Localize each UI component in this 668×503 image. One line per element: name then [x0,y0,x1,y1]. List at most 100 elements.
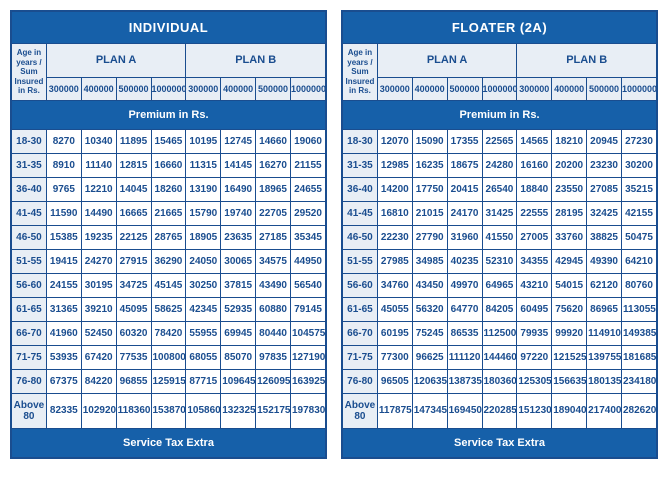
data-cell: 54015 [552,273,587,297]
data-cell: 64210 [622,249,657,273]
data-cell: 44950 [291,249,326,273]
data-cell: 56320 [412,297,447,321]
data-cell: 18905 [186,225,221,249]
data-cell: 14200 [377,177,412,201]
data-cell: 147345 [412,393,447,428]
data-cell: 27185 [256,225,291,249]
age-cell: 46-50 [343,225,378,249]
data-cell: 17750 [412,177,447,201]
data-cell: 16270 [256,153,291,177]
data-cell: 19235 [81,225,116,249]
data-cell: 40235 [447,249,482,273]
data-cell: 217400 [587,393,622,428]
data-cell: 11315 [186,153,221,177]
data-cell: 13190 [186,177,221,201]
amount-header: 500000 [447,77,482,100]
data-cell: 12745 [221,129,256,153]
data-cell: 37815 [221,273,256,297]
age-cell: 41-45 [12,201,47,225]
data-cell: 77300 [377,345,412,369]
data-cell: 169450 [447,393,482,428]
data-cell: 15790 [186,201,221,225]
data-cell: 15465 [151,129,186,153]
data-cell: 96625 [412,345,447,369]
data-cell: 28195 [552,201,587,225]
data-cell: 18210 [552,129,587,153]
data-cell: 27005 [517,225,552,249]
data-cell: 52450 [81,321,116,345]
data-cell: 197830 [291,393,326,428]
amount-header: 500000 [256,77,291,100]
table-title: FLOATER (2A) [343,12,657,44]
data-cell: 180135 [587,369,622,393]
data-cell: 99920 [552,321,587,345]
data-cell: 84220 [81,369,116,393]
data-cell: 34760 [377,273,412,297]
data-cell: 45095 [116,297,151,321]
data-cell: 16810 [377,201,412,225]
data-cell: 43450 [412,273,447,297]
data-cell: 27790 [412,225,447,249]
data-cell: 144460 [482,345,517,369]
age-header: Age in years / Sum Insured in Rs. [343,44,378,101]
age-cell: 31-35 [343,153,378,177]
data-cell: 36290 [151,249,186,273]
data-cell: 24280 [482,153,517,177]
premium-label: Premium in Rs. [12,100,326,129]
data-cell: 220285 [482,393,517,428]
data-cell: 31425 [482,201,517,225]
data-cell: 31365 [46,297,81,321]
data-cell: 38825 [587,225,622,249]
data-cell: 33760 [552,225,587,249]
data-cell: 126095 [256,369,291,393]
data-cell: 11140 [81,153,116,177]
data-cell: 120635 [412,369,447,393]
data-cell: 60880 [256,297,291,321]
data-cell: 18675 [447,153,482,177]
data-cell: 152175 [256,393,291,428]
data-cell: 78420 [151,321,186,345]
data-cell: 111120 [447,345,482,369]
data-cell: 27230 [622,129,657,153]
amount-header: 1000000 [482,77,517,100]
data-cell: 109645 [221,369,256,393]
amount-header: 400000 [552,77,587,100]
data-cell: 127190 [291,345,326,369]
data-cell: 16660 [151,153,186,177]
data-cell: 14045 [116,177,151,201]
data-cell: 22230 [377,225,412,249]
data-cell: 18965 [256,177,291,201]
data-cell: 113055 [622,297,657,321]
data-cell: 82335 [46,393,81,428]
data-cell: 67420 [81,345,116,369]
data-cell: 41960 [46,321,81,345]
data-cell: 22565 [482,129,517,153]
amount-header: 400000 [81,77,116,100]
data-cell: 105860 [186,393,221,428]
data-cell: 52935 [221,297,256,321]
age-cell: 76-80 [343,369,378,393]
data-cell: 75620 [552,297,587,321]
data-cell: 53935 [46,345,81,369]
data-cell: 20415 [447,177,482,201]
data-cell: 97835 [256,345,291,369]
data-cell: 17355 [447,129,482,153]
age-cell: 51-55 [12,249,47,273]
data-cell: 8910 [46,153,81,177]
data-cell: 80440 [256,321,291,345]
plan-a-header: PLAN A [377,44,517,78]
age-cell: 18-30 [343,129,378,153]
data-cell: 9765 [46,177,81,201]
data-cell: 84205 [482,297,517,321]
data-cell: 118360 [116,393,151,428]
data-cell: 19740 [221,201,256,225]
data-cell: 153870 [151,393,186,428]
data-cell: 12815 [116,153,151,177]
data-cell: 69945 [221,321,256,345]
data-cell: 19415 [46,249,81,273]
data-cell: 30200 [622,153,657,177]
data-cell: 27985 [377,249,412,273]
data-cell: 23635 [221,225,256,249]
data-cell: 39210 [81,297,116,321]
data-cell: 32425 [587,201,622,225]
